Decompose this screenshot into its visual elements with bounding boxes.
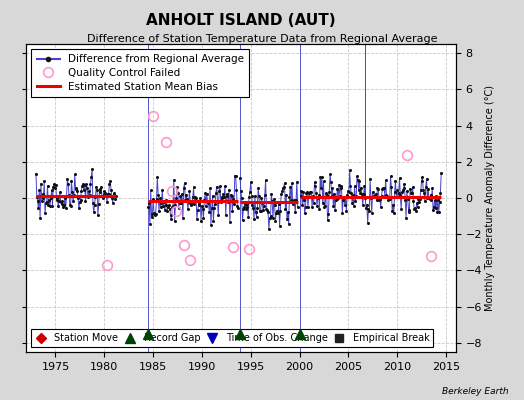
Legend: Station Move, Record Gap, Time of Obs. Change, Empirical Break: Station Move, Record Gap, Time of Obs. C… [31,329,433,347]
Title: ANHOLT ISLAND (AUT): ANHOLT ISLAND (AUT) [146,12,336,28]
Y-axis label: Monthly Temperature Anomaly Difference (°C): Monthly Temperature Anomaly Difference (… [485,85,495,311]
Text: Difference of Station Temperature Data from Regional Average: Difference of Station Temperature Data f… [87,34,437,44]
Text: Berkeley Earth: Berkeley Earth [442,387,508,396]
